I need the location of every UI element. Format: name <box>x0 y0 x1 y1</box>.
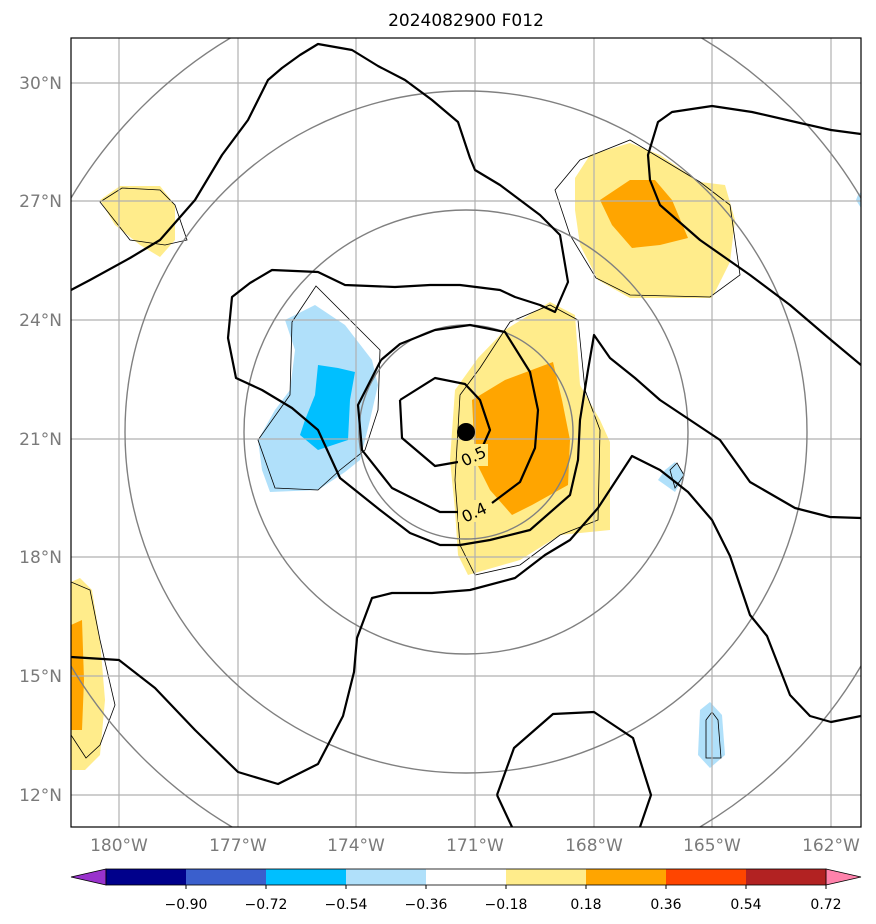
lat-label: 21°N <box>19 430 62 450</box>
colorbar-segment <box>746 869 827 885</box>
lat-label: 12°N <box>19 786 62 806</box>
colorbar-tick-label: 0.72 <box>810 897 841 913</box>
longitude-axis: 180°W 177°W 174°W 171°W 168°W 165°W 162°… <box>90 836 860 856</box>
lat-label: 15°N <box>19 667 62 687</box>
graticule <box>71 38 861 827</box>
contour-labels: 0.5 0.4 <box>458 442 490 526</box>
lon-label: 165°W <box>683 836 741 856</box>
lon-label: 162°W <box>802 836 860 856</box>
colorbar-segment <box>106 869 187 885</box>
map-title: 2024082900 F012 <box>388 11 544 31</box>
colorbar-segment <box>666 869 747 885</box>
lat-label: 30°N <box>19 74 62 94</box>
colorbar-frame <box>105 868 827 886</box>
colorbar-segment <box>586 869 667 885</box>
negative-anomaly-region <box>300 365 355 450</box>
plot-frame <box>70 37 862 828</box>
colorbar-tick-label: −0.36 <box>405 897 448 913</box>
colorbar-tick-label: −0.54 <box>325 897 368 913</box>
shaded-field <box>71 143 861 770</box>
positive-anomaly-region <box>71 620 84 730</box>
storm-center-marker <box>457 423 475 441</box>
lat-label: 24°N <box>19 311 62 331</box>
colorbar-extend-low <box>70 868 107 886</box>
colorbar-tick-label: 0.36 <box>650 897 681 913</box>
positive-anomaly-region <box>600 180 688 248</box>
colorbar-segment <box>506 869 587 885</box>
colorbar-tick-label: 0.54 <box>730 897 761 913</box>
lat-label: 27°N <box>19 192 62 212</box>
colorbar-segment <box>426 869 507 885</box>
lat-label: 18°N <box>19 548 62 568</box>
lon-label: 180°W <box>90 836 148 856</box>
lon-label: 174°W <box>327 836 385 856</box>
colorbar-segment <box>186 869 267 885</box>
colorbar-extend-high <box>825 868 862 886</box>
thin-contours <box>71 139 741 759</box>
colorbar-segment <box>346 869 427 885</box>
colorbar-segment <box>266 869 347 885</box>
lon-label: 177°W <box>209 836 267 856</box>
colorbar-tick-label: 0.18 <box>570 897 601 913</box>
colorbar: −0.90 −0.72 −0.54 −0.36 −0.18 0.18 0.36 0.54 0.7… <box>70 868 862 913</box>
colorbar-tick-label: −0.90 <box>165 897 208 913</box>
latitude-axis: 30°N 27°N 24°N 21°N 18°N 15°N 12°N <box>19 74 62 806</box>
lon-label: 168°W <box>565 836 623 856</box>
thick-contours <box>71 42 861 827</box>
colorbar-tick-label: −0.72 <box>245 897 288 913</box>
lon-label: 171°W <box>446 836 504 856</box>
colorbar-tick-label: −0.18 <box>485 897 528 913</box>
